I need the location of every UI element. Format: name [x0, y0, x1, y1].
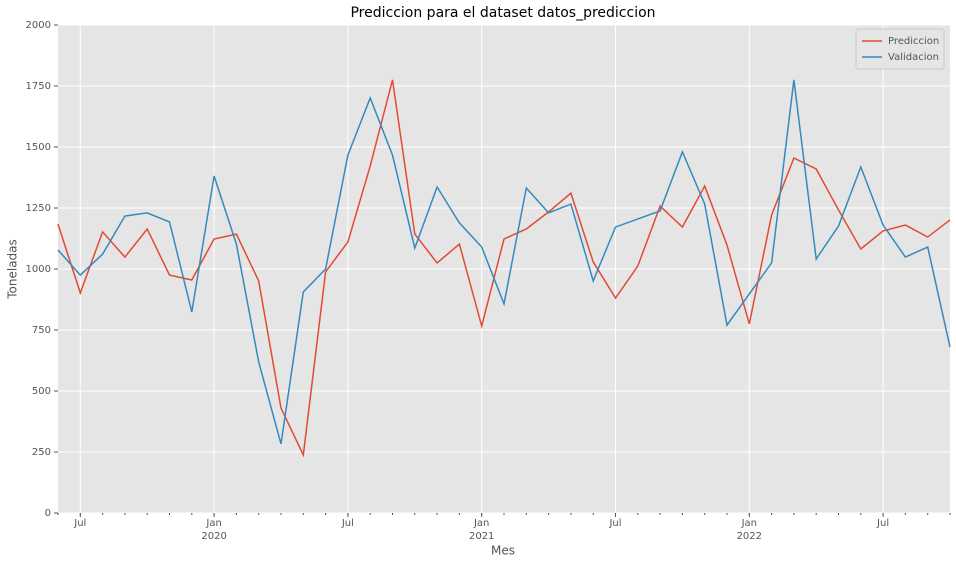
- y-tick-label: 1750: [26, 81, 51, 92]
- x-tick-label: Jul: [608, 518, 621, 529]
- y-tick-label: 250: [32, 447, 51, 458]
- legend-label: Prediccion: [888, 36, 939, 47]
- line: [57, 79, 951, 445]
- legend-label: Validacion: [888, 52, 939, 63]
- x-tick-label: Jul: [876, 518, 889, 529]
- y-tick-label: 2000: [26, 20, 51, 31]
- legend-box: [855, 28, 945, 70]
- x-tick-year: 2020: [201, 531, 226, 542]
- x-tick-label: Jan: [205, 518, 221, 529]
- y-tick-label: 1250: [26, 203, 51, 214]
- x-tick-label: Jul: [73, 518, 86, 529]
- x-tick-label: Jul: [341, 518, 354, 529]
- line: [57, 79, 951, 458]
- x-tick-year: 2021: [469, 531, 494, 542]
- y-tick-label: 0: [45, 508, 51, 519]
- y-tick-label: 750: [32, 325, 51, 336]
- y-tick-label: 500: [32, 386, 51, 397]
- chart-title: Prediccion para el dataset datos_predicc…: [350, 5, 655, 21]
- x-axis-label: Mes: [491, 544, 515, 558]
- x-tick-year: 2022: [737, 531, 762, 542]
- y-tick-label: 1500: [26, 142, 51, 153]
- y-axis-label: Toneladas: [6, 239, 20, 300]
- x-tick-label: Jan: [741, 518, 757, 529]
- x-tick-label: Jan: [473, 518, 489, 529]
- y-tick-label: 1000: [26, 264, 51, 275]
